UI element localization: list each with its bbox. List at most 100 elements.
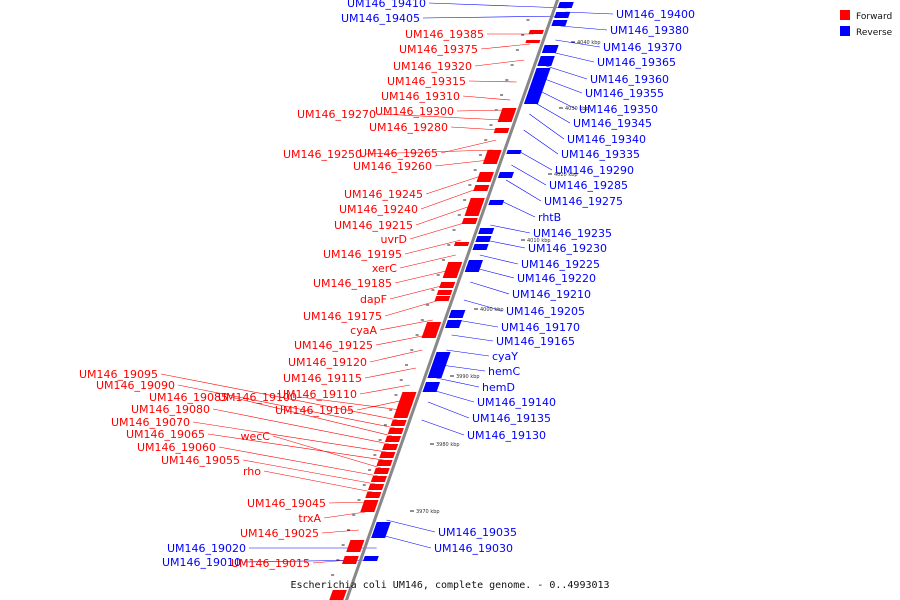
reverse-leader — [475, 267, 515, 279]
forward-gene-label: UM146_19115 — [283, 372, 362, 385]
forward-gene-block — [473, 185, 490, 191]
reverse-gene-label: hemC — [488, 365, 520, 378]
reverse-gene-label: UM146_19350 — [579, 103, 658, 116]
forward-gene-block — [393, 412, 410, 418]
forward-leader — [321, 529, 359, 534]
reverse-leader — [523, 129, 559, 155]
reverse-gene-label: UM146_19355 — [585, 87, 664, 100]
reverse-leader — [422, 15, 564, 19]
reverse-leader — [505, 179, 542, 202]
forward-gene-block — [370, 476, 387, 482]
reverse-gene-label: UM146_19130 — [467, 429, 546, 442]
reverse-leader — [541, 77, 583, 94]
genome-backbone — [344, 0, 560, 600]
forward-gene-label: UM146_19245 — [344, 188, 423, 201]
forward-leader — [328, 501, 369, 504]
reverse-gene-block — [478, 228, 495, 234]
reverse-leader — [456, 319, 499, 328]
forward-gene-block — [453, 242, 470, 246]
reverse-leader — [498, 199, 536, 218]
forward-leader — [480, 43, 531, 50]
forward-leader — [212, 408, 390, 445]
reverse-gene-label: UM146_19365 — [597, 56, 676, 69]
forward-gene-label: UM146_19015 — [231, 557, 310, 570]
reverse-leader — [427, 401, 470, 419]
reverse-gene-block — [554, 12, 571, 18]
forward-gene-block — [528, 30, 544, 34]
forward-leader — [369, 349, 423, 363]
reverse-gene-block — [557, 2, 574, 8]
reverse-gene-label: hemD — [482, 381, 515, 394]
reverse-leader — [421, 419, 465, 436]
forward-gene-label: UM146_19260 — [353, 160, 432, 173]
forward-gene-label: UM146_19045 — [247, 497, 326, 510]
reverse-leader — [451, 334, 494, 342]
kbp-tick-label: 4020 kbp — [554, 172, 578, 178]
forward-gene-label: UM146_19265 — [359, 147, 438, 160]
forward-leader — [420, 187, 480, 210]
forward-leader — [177, 384, 395, 429]
kbp-tick-label: 3980 kbp — [436, 442, 460, 448]
reverse-gene-block — [433, 352, 451, 362]
forward-leader — [263, 470, 373, 493]
reverse-gene-block — [371, 532, 388, 538]
reverse-leader — [470, 281, 510, 295]
forward-gene-label: UM146_19080 — [131, 403, 210, 416]
reverse-gene-block — [551, 20, 568, 26]
reverse-leader — [381, 534, 432, 549]
kbp-tick-label: 4000 kbp — [480, 307, 504, 313]
forward-gene-label: UM146_19315 — [387, 75, 466, 88]
reverse-gene-block — [523, 92, 543, 104]
forward-gene-label: UM146_19100 — [218, 391, 297, 404]
reverse-gene-label: UM146_19210 — [512, 288, 591, 301]
reverse-gene-block — [445, 320, 462, 328]
forward-gene-block — [482, 150, 502, 164]
forward-gene-label: UM146_19055 — [161, 454, 240, 467]
forward-leader — [409, 221, 468, 240]
forward-gene-block — [464, 198, 485, 216]
reverse-gene-label: UM146_19010 — [162, 556, 241, 569]
forward-leader — [456, 109, 507, 112]
forward-gene-label: UM146_19065 — [126, 428, 205, 441]
reverse-gene-label: UM146_19035 — [438, 526, 517, 539]
reverse-gene-label: UM146_19360 — [590, 73, 669, 86]
reverse-gene-label: UM146_19020 — [167, 542, 246, 555]
forward-gene-label: UM146_19310 — [381, 90, 460, 103]
forward-leader — [394, 269, 451, 284]
kbp-tick-label: 3990 kbp — [456, 374, 480, 380]
forward-leader — [468, 80, 517, 83]
reverse-gene-label: UM146_19380 — [610, 24, 689, 37]
forward-leader — [378, 113, 504, 121]
forward-gene-block — [497, 108, 517, 122]
forward-leader — [364, 149, 493, 155]
reverse-leader — [546, 65, 588, 80]
reverse-gene-block — [464, 266, 481, 272]
reverse-leader — [432, 389, 475, 403]
forward-leader — [434, 159, 490, 167]
reverse-leader — [565, 11, 614, 15]
kbp-tick-label: 4010 kbp — [527, 238, 551, 244]
forward-gene-label: trxA — [298, 512, 321, 525]
forward-gene-block — [329, 590, 347, 600]
reverse-leader — [537, 89, 577, 110]
forward-gene-label: xerC — [372, 262, 397, 275]
forward-leader — [404, 239, 462, 255]
reverse-leader — [386, 519, 436, 533]
forward-gene-label: UM146_19125 — [294, 339, 373, 352]
forward-gene-block — [341, 556, 359, 564]
genome-caption: Escherichia coli UM146, complete genome.… — [290, 580, 609, 591]
forward-gene-label: dapF — [360, 293, 387, 306]
forward-leader — [364, 367, 417, 379]
reverse-gene-label: rhtB — [538, 211, 561, 224]
reverse-gene-label: UM146_19170 — [501, 321, 580, 334]
forward-gene-block — [379, 452, 396, 458]
reverse-gene-label: UM146_19220 — [517, 272, 596, 285]
reverse-gene-block — [373, 522, 391, 532]
reverse-gene-label: UM146_19285 — [549, 179, 628, 192]
forward-leader — [375, 334, 428, 346]
reverse-gene-block — [472, 244, 489, 250]
forward-leader — [384, 299, 440, 317]
forward-gene-block — [360, 500, 379, 512]
reverse-gene-block — [532, 68, 551, 80]
